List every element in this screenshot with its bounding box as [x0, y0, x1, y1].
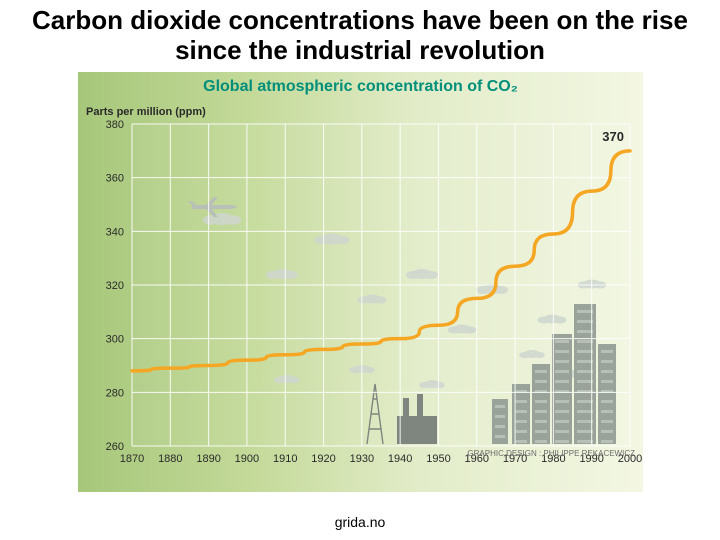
- slide-footer: grida.no: [0, 514, 720, 530]
- svg-text:1930: 1930: [350, 453, 374, 465]
- chart-svg: 2602803003203403603801870188018901900191…: [78, 124, 646, 476]
- svg-text:280: 280: [106, 387, 124, 399]
- svg-text:1870: 1870: [120, 453, 144, 465]
- svg-text:1920: 1920: [311, 453, 335, 465]
- svg-text:1880: 1880: [158, 453, 182, 465]
- svg-text:370: 370: [602, 129, 624, 144]
- chart-source-credit: GRAPHIC DESIGN : PHILIPPE REKACEWICZ: [467, 449, 635, 458]
- svg-text:1890: 1890: [196, 453, 220, 465]
- svg-text:1950: 1950: [426, 453, 450, 465]
- svg-text:1940: 1940: [388, 453, 412, 465]
- slide-headline: Carbon dioxide concentrations have been …: [0, 0, 720, 66]
- svg-text:1900: 1900: [235, 453, 259, 465]
- svg-text:320: 320: [106, 280, 124, 292]
- y-axis-label: Parts per million (ppm): [86, 106, 206, 118]
- svg-text:360: 360: [106, 173, 124, 185]
- svg-text:260: 260: [106, 441, 124, 453]
- plot-area: 2602803003203403603801870188018901900191…: [132, 124, 630, 446]
- chart-title: Global atmospheric concentration of CO₂: [78, 78, 643, 96]
- svg-text:340: 340: [106, 226, 124, 238]
- svg-text:300: 300: [106, 334, 124, 346]
- chart-container: Global atmospheric concentration of CO₂ …: [78, 72, 643, 492]
- svg-text:1910: 1910: [273, 453, 297, 465]
- svg-text:380: 380: [106, 119, 124, 131]
